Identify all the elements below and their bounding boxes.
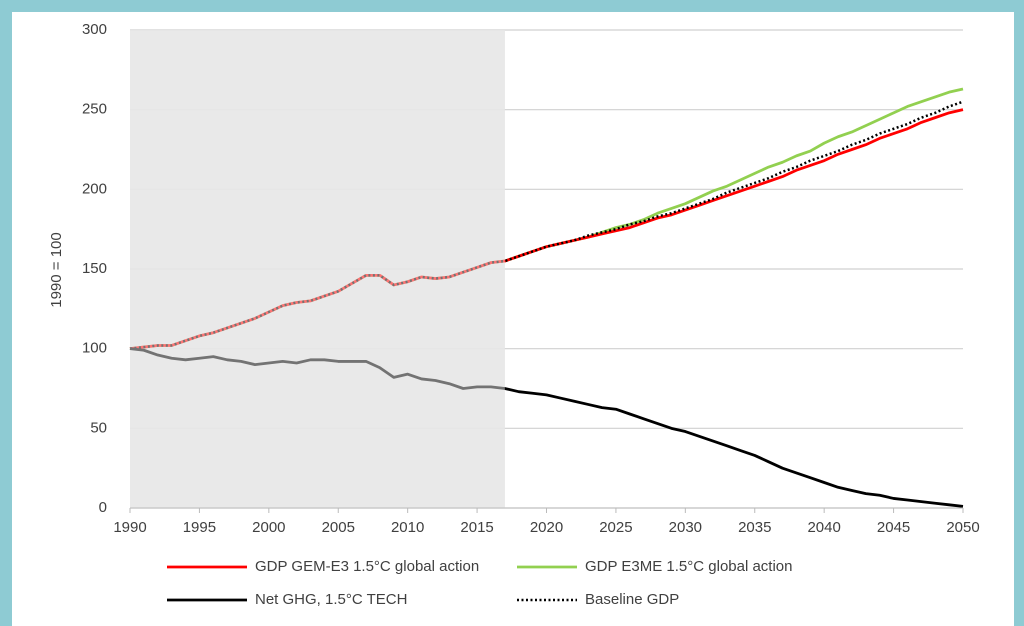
- legend-label: Baseline GDP: [585, 591, 679, 608]
- x-tick-label: 2000: [252, 519, 285, 536]
- y-tick-label: 150: [82, 260, 107, 277]
- y-tick-label: 50: [90, 419, 107, 436]
- legend-label: GDP E3ME 1.5°C global action: [585, 558, 793, 575]
- x-tick-label: 2030: [669, 519, 702, 536]
- x-tick-label: 2015: [460, 519, 493, 536]
- y-axis-label: 1990 = 100: [48, 232, 65, 308]
- y-tick-label: 200: [82, 180, 107, 197]
- legend-label: GDP GEM-E3 1.5°C global action: [255, 558, 479, 575]
- x-tick-label: 2020: [530, 519, 563, 536]
- x-tick-label: 2010: [391, 519, 424, 536]
- y-tick-label: 0: [99, 499, 107, 516]
- series-line: [129, 347, 964, 508]
- chart: 1990 = 100 0 50 100 150 200 250 300 1990 1995 200…: [12, 12, 1014, 626]
- y-tick-label: 100: [82, 340, 107, 357]
- series-line: [129, 100, 964, 350]
- x-tick-label: 1990: [113, 519, 146, 536]
- y-tick-label: 300: [82, 21, 107, 38]
- x-tick-label: 2040: [807, 519, 840, 536]
- x-tick-label: 2025: [599, 519, 632, 536]
- history-overlay: [130, 30, 505, 508]
- x-tick-label: 2045: [877, 519, 910, 536]
- legend-label: Net GHG, 1.5°C TECH: [255, 591, 407, 608]
- x-tick-label: 2035: [738, 519, 771, 536]
- x-tick-label: 1995: [183, 519, 216, 536]
- y-tick-label: 250: [82, 101, 107, 118]
- x-tick-label: 2050: [946, 519, 979, 536]
- x-tick-label: 2005: [322, 519, 355, 536]
